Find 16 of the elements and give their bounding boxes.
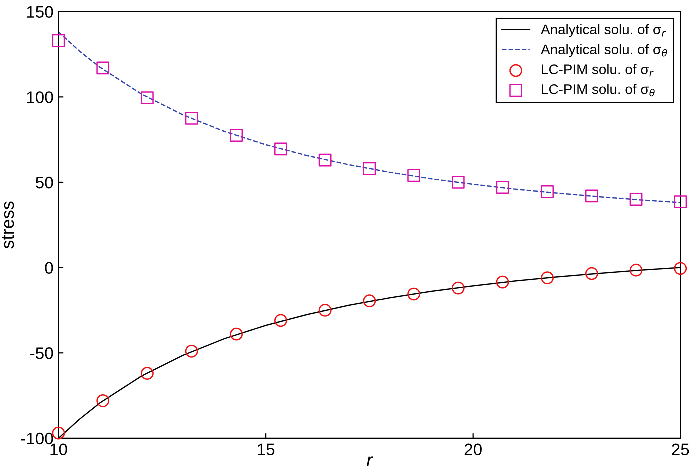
legend-label: Analytical solu. of σ$_{r}$ bbox=[541, 24, 666, 38]
x-axis-title: r bbox=[366, 456, 374, 466]
y-tick-label: 100 bbox=[27, 92, 54, 104]
y-tick-label: 0 bbox=[45, 262, 54, 274]
y-tick-label: 150 bbox=[27, 6, 54, 18]
legend-label: LC-PIM solu. of σ$_{r}$ bbox=[542, 64, 654, 77]
y-tick-label: -50 bbox=[30, 348, 54, 360]
x-tick-label: 25 bbox=[672, 444, 690, 456]
x-tick-label: 20 bbox=[464, 444, 482, 456]
x-tick-label: 10 bbox=[50, 444, 68, 456]
y-tick-label: 50 bbox=[36, 176, 54, 189]
legend-label: LC-PIM solu. of σ$_{θ}$ bbox=[542, 84, 655, 97]
x-tick-label: 15 bbox=[258, 444, 275, 456]
y-axis-title: stress bbox=[2, 202, 14, 249]
legend-label: Analytical solu. of σ$_{θ}$ bbox=[541, 44, 668, 58]
y-tick-label: -100 bbox=[21, 432, 54, 445]
